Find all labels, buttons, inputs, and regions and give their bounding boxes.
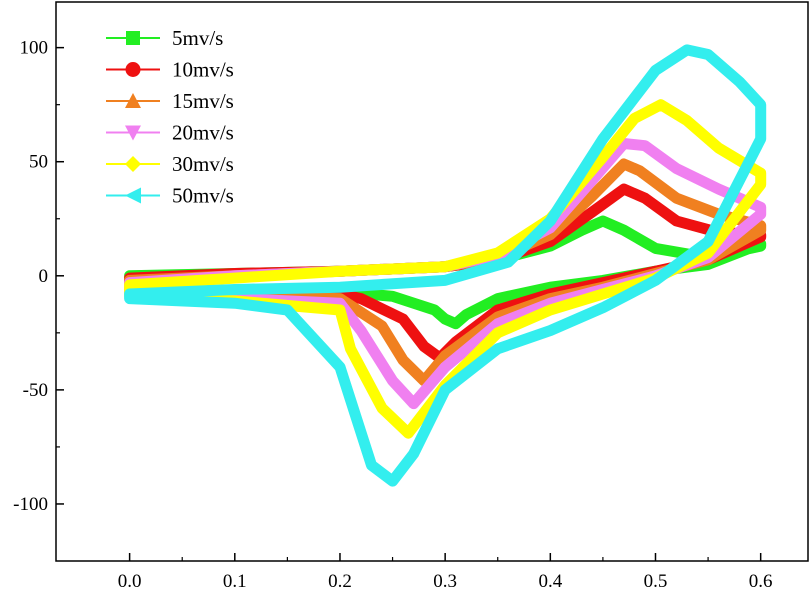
x-tick-label: 0.6 xyxy=(749,571,773,592)
legend-entry: 5mv/s xyxy=(106,26,223,50)
y-tick-label: 100 xyxy=(20,38,49,59)
legend-label: 10mv/s xyxy=(172,58,234,82)
legend-label: 15mv/s xyxy=(172,89,234,113)
legend-label: 30mv/s xyxy=(172,152,234,176)
x-tick-label: 0.0 xyxy=(118,571,142,592)
legend-entry: 15mv/s xyxy=(106,89,234,113)
y-tick-label: -50 xyxy=(23,380,48,401)
x-tick-label: 0.2 xyxy=(328,571,352,592)
x-tick-label: 0.1 xyxy=(223,571,247,592)
series-layer xyxy=(124,44,767,487)
series-5-line xyxy=(124,44,767,487)
legend-marker-triangle-down xyxy=(125,125,141,141)
legend-marker-triangle-up xyxy=(125,93,141,108)
series-4-line xyxy=(124,99,767,439)
x-tick-label: 0.5 xyxy=(644,571,668,592)
plot-frame xyxy=(55,1,809,562)
legend-marker-square xyxy=(126,31,140,45)
y-tick-label: -100 xyxy=(13,494,48,515)
legend-label: 20mv/s xyxy=(172,121,234,145)
axis-layer: 0.0 0.1 0.2 0.3 0.4 0.5 0.6 -100 -50 0 50 100 xyxy=(13,38,772,592)
x-tick-label: 0.3 xyxy=(433,571,457,592)
legend-entry: 30mv/s xyxy=(106,152,234,176)
y-tick-label: 0 xyxy=(39,266,49,287)
legend-entry: 20mv/s xyxy=(106,121,234,145)
legend-entry: 50mv/s xyxy=(106,184,234,208)
legend-label: 5mv/s xyxy=(172,26,223,50)
y-tick-label: 50 xyxy=(29,152,48,173)
legend-entry: 10mv/s xyxy=(106,58,234,82)
legend: 5mv/s 10mv/s 15mv/s 20mv/s 30mv/s 50mv/s xyxy=(106,26,234,208)
legend-label: 50mv/s xyxy=(172,184,234,208)
x-tick-label: 0.4 xyxy=(538,571,562,592)
legend-marker-circle xyxy=(125,62,141,77)
legend-marker-diamond xyxy=(125,156,141,172)
legend-marker-triangle-left xyxy=(125,187,141,204)
